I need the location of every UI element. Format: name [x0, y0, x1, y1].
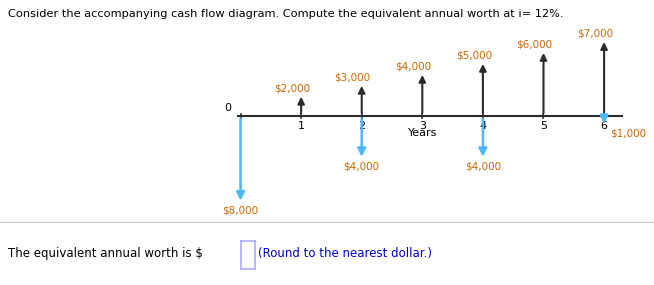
- Text: Years: Years: [407, 128, 437, 138]
- Text: $3,000: $3,000: [334, 72, 371, 82]
- Text: (Round to the nearest dollar.): (Round to the nearest dollar.): [258, 247, 432, 260]
- Text: 4: 4: [479, 121, 487, 131]
- Text: $1,000: $1,000: [610, 129, 646, 139]
- Text: $5,000: $5,000: [456, 50, 492, 60]
- Text: 2: 2: [358, 121, 366, 131]
- Text: Consider the accompanying cash flow diagram. Compute the equivalent annual worth: Consider the accompanying cash flow diag…: [8, 9, 563, 19]
- Text: $6,000: $6,000: [516, 39, 553, 49]
- Text: $8,000: $8,000: [222, 205, 258, 215]
- Text: 6: 6: [600, 121, 608, 131]
- Text: 1: 1: [298, 121, 305, 131]
- Text: $4,000: $4,000: [395, 61, 431, 71]
- Text: $2,000: $2,000: [274, 83, 310, 93]
- Text: 5: 5: [540, 121, 547, 131]
- Text: $4,000: $4,000: [343, 161, 380, 171]
- Text: $4,000: $4,000: [465, 161, 501, 171]
- Text: 0: 0: [224, 103, 232, 113]
- Text: The equivalent annual worth is $: The equivalent annual worth is $: [8, 247, 203, 260]
- Text: 3: 3: [419, 121, 426, 131]
- Text: $7,000: $7,000: [577, 28, 613, 38]
